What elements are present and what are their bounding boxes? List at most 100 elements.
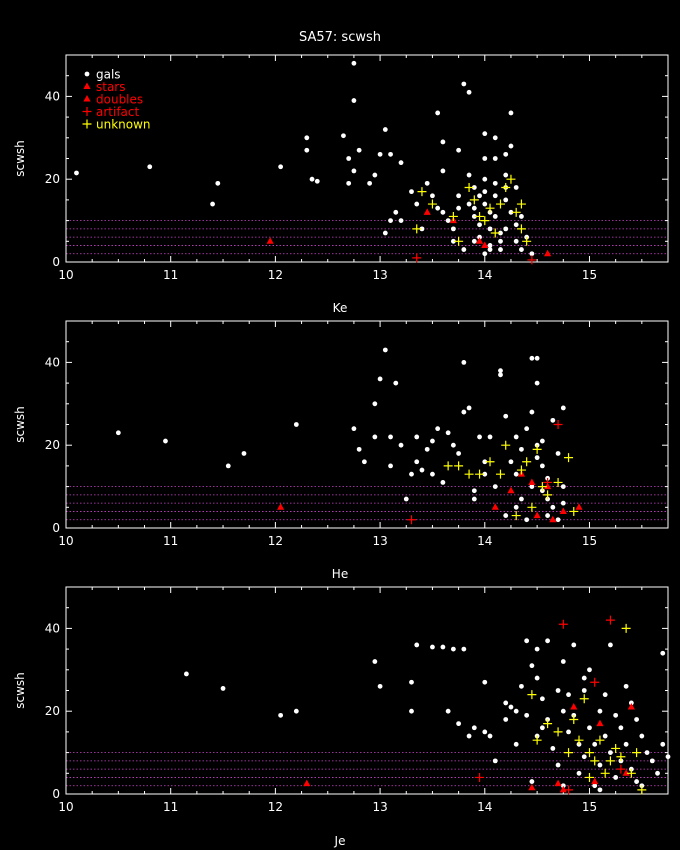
point-artifact — [564, 785, 574, 795]
point-gals — [74, 170, 79, 176]
point-gals — [482, 679, 488, 685]
point-gals — [513, 471, 519, 477]
point-unknown — [527, 502, 537, 512]
point-gals — [513, 504, 519, 510]
point-unknown — [553, 727, 563, 737]
point-stars — [622, 769, 630, 776]
panels: 10 11 12 13 14 15 0 20 40 Ke scwsh 10 11 12 13 14 15 0 20 4… — [13, 54, 671, 848]
point-gals — [471, 214, 477, 219]
point-gals — [450, 646, 456, 652]
point-gals — [623, 741, 629, 747]
point-gals — [440, 209, 446, 215]
point-stars — [481, 241, 489, 248]
point-gals — [618, 725, 624, 731]
point-gals — [581, 675, 587, 681]
point-gals — [498, 230, 503, 236]
point-gals — [456, 451, 462, 456]
point-gals — [503, 513, 509, 518]
point-unknown — [569, 506, 579, 516]
point-gals — [471, 725, 477, 731]
point-gals — [534, 675, 540, 681]
point-gals — [482, 176, 488, 182]
point-gals — [503, 197, 509, 203]
point-gals — [644, 750, 650, 755]
point-stars — [627, 703, 635, 710]
point-gals — [529, 251, 535, 257]
point-gals — [503, 151, 509, 157]
point-unknown — [506, 174, 516, 184]
y-tick-label: 40 — [45, 621, 60, 635]
x-axis-label: Je — [334, 834, 346, 848]
point-gals — [278, 712, 284, 718]
point-gals — [220, 686, 226, 691]
point-gals — [508, 209, 514, 215]
point-gals — [508, 143, 514, 149]
point-gals — [597, 708, 603, 714]
point-gals — [545, 638, 550, 644]
point-stars — [475, 237, 484, 244]
point-gals — [456, 205, 462, 211]
point-gals — [388, 434, 393, 440]
point-gals — [398, 218, 404, 224]
point-gals — [529, 779, 535, 784]
point-gals — [461, 247, 467, 252]
x-tick-label: 13 — [372, 268, 387, 282]
point-gals — [498, 238, 503, 244]
y-tick-label: 40 — [45, 89, 60, 103]
point-stars — [528, 783, 536, 791]
point-gals — [498, 247, 503, 252]
legend-marker-doubles — [83, 95, 91, 102]
point-gals — [482, 471, 488, 477]
point-gals — [508, 110, 514, 116]
point-unknown — [632, 748, 642, 758]
point-gals — [639, 733, 645, 739]
point-unknown — [543, 719, 553, 729]
point-stars — [554, 779, 562, 787]
point-gals — [351, 168, 357, 174]
point-gals — [482, 251, 488, 257]
point-gals — [529, 663, 535, 669]
point-gals — [471, 238, 477, 244]
x-tick-label: 12 — [268, 268, 283, 282]
point-gals — [524, 426, 530, 432]
point-artifact — [616, 764, 626, 774]
point-gals — [482, 189, 488, 195]
series-gals — [115, 347, 566, 523]
point-gals — [409, 189, 414, 195]
x-tick-label: 14 — [477, 800, 492, 814]
point-gals — [508, 704, 514, 710]
point-artifact — [527, 255, 537, 265]
point-gals — [403, 496, 409, 502]
point-stars — [507, 486, 515, 494]
point-gals — [377, 683, 383, 689]
point-gals — [440, 644, 446, 650]
point-unknown — [553, 477, 563, 487]
point-gals — [613, 712, 619, 718]
point-gals — [440, 168, 446, 174]
point-unknown — [532, 444, 542, 454]
x-tick-label: 15 — [582, 534, 597, 548]
point-gals — [524, 712, 530, 718]
point-gals — [482, 156, 488, 161]
point-gals — [534, 646, 540, 652]
point-gals — [377, 151, 383, 157]
y-tick-label: 0 — [52, 255, 60, 269]
panel-1: 10 11 12 13 14 15 0 20 40 Ke scwsh — [13, 54, 669, 315]
point-stars — [423, 208, 431, 215]
point-gals — [382, 347, 388, 353]
point-unknown — [522, 457, 532, 467]
point-gals — [524, 638, 530, 644]
point-unknown — [475, 469, 485, 479]
point-unknown — [480, 216, 490, 226]
point-gals — [529, 484, 535, 489]
point-gals — [487, 434, 493, 440]
point-gals — [498, 368, 503, 374]
point-stars — [303, 779, 311, 787]
point-gals — [225, 463, 231, 469]
point-gals — [435, 426, 441, 432]
series-gals — [74, 60, 535, 257]
point-gals — [115, 430, 121, 436]
point-gals — [592, 783, 598, 789]
point-gals — [529, 355, 535, 361]
point-gals — [550, 746, 556, 751]
